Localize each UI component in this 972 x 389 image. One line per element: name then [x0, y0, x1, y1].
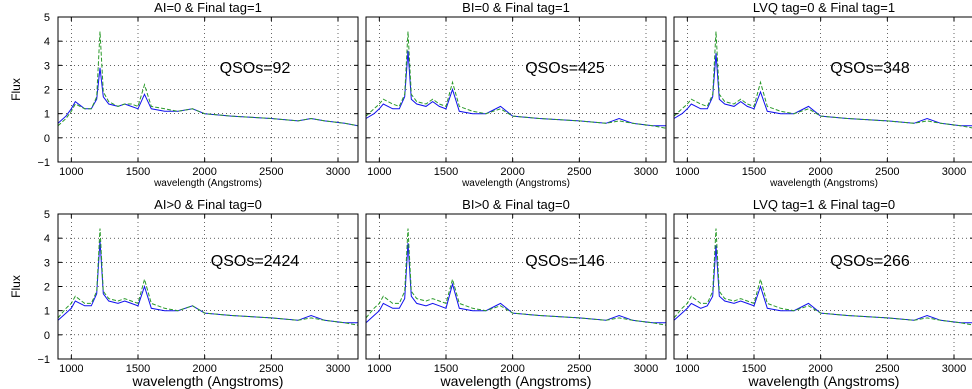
y-tick-label: 3 — [44, 60, 50, 72]
x-tick-label: 1500 — [742, 363, 766, 375]
y-tick-label: 2 — [44, 85, 50, 97]
x-tick-label: 3000 — [326, 166, 350, 178]
x-tick-label: 2000 — [192, 166, 216, 178]
panel-title: LVQ tag=1 & Final tag=0 — [753, 197, 895, 212]
x-axis-label: wavelength (Angstroms) — [748, 373, 900, 389]
y-tick-label: 5 — [44, 12, 50, 24]
series-line-dashed — [57, 228, 359, 326]
x-tick-label: 1000 — [59, 363, 83, 375]
panel-4: 1000 1500 2000 2500 3000 −1 0 1 2 3 4 5 AI>0 & Final… — [9, 197, 359, 389]
x-tick-label: 1000 — [367, 166, 391, 178]
y-tick-label: 2 — [44, 282, 50, 294]
x-tick-label: 3000 — [634, 166, 658, 178]
x-tick-label: 1500 — [126, 363, 150, 375]
x-tick-label: 2500 — [875, 363, 899, 375]
panel-3: 1000 1500 2000 2500 3000 LVQ tag=0 & Final ta… — [673, 0, 972, 189]
x-tick-label: 1000 — [367, 363, 391, 375]
y-tick-label: 3 — [44, 257, 50, 269]
y-tick-label: −1 — [37, 354, 50, 366]
series-line-dashed — [57, 31, 359, 127]
series-line-solid — [57, 67, 359, 127]
y-tick-label: 4 — [44, 233, 50, 245]
qso-count-annotation: QSOs=425 — [525, 60, 605, 77]
y-axis-label: Flux — [9, 275, 23, 298]
series-line-dashed — [673, 228, 972, 326]
y-axis-label: Flux — [9, 78, 23, 101]
x-tick-label: 2000 — [192, 363, 216, 375]
qso-count-annotation: QSOs=266 — [830, 253, 910, 270]
y-tick-label: 0 — [44, 133, 50, 145]
panel-title: AI=0 & Final tag=1 — [154, 0, 262, 15]
x-tick-label: 3000 — [326, 363, 350, 375]
x-tick-label: 3000 — [634, 363, 658, 375]
x-tick-label: 2500 — [567, 363, 591, 375]
x-tick-label: 2000 — [500, 166, 524, 178]
x-tick-label: 1500 — [126, 166, 150, 178]
series-line-dashed — [365, 228, 667, 326]
x-tick-label: 3000 — [942, 363, 966, 375]
panel-6: 1000 1500 2000 2500 3000 LVQ tag=1 & Final ta… — [673, 197, 972, 389]
x-axis-label: wavelength (Angstroms) — [440, 373, 592, 389]
x-tick-label: 1000 — [59, 166, 83, 178]
x-tick-label: 1000 — [675, 166, 699, 178]
x-axis-label: wavelength (Angstroms) — [461, 178, 570, 189]
panel-title: AI>0 & Final tag=0 — [154, 197, 262, 212]
qso-count-annotation: QSOs=2424 — [211, 253, 300, 270]
panel-1: 1000 1500 2000 2500 3000 −1 0 1 2 3 4 5 AI=0 & Final… — [9, 0, 359, 189]
x-tick-label: 2000 — [808, 166, 832, 178]
qso-count-annotation: QSOs=348 — [830, 60, 910, 77]
x-axis-label: wavelength (Angstroms) — [769, 178, 878, 189]
panel-2: 1000 1500 2000 2500 3000 BI=0 & Final tag=1 QS… — [365, 0, 667, 189]
x-tick-label: 2000 — [808, 363, 832, 375]
y-tick-label: 4 — [44, 36, 50, 48]
x-tick-label: 2500 — [259, 363, 283, 375]
x-axis-label: wavelength (Angstroms) — [132, 373, 284, 389]
x-tick-label: 1500 — [434, 363, 458, 375]
series-line-solid — [673, 245, 972, 324]
panel-title: LVQ tag=0 & Final tag=1 — [753, 0, 895, 15]
series-line-dashed — [365, 31, 667, 129]
qso-count-annotation: QSOs=92 — [220, 60, 291, 77]
x-tick-label: 2000 — [500, 363, 524, 375]
panel-title: BI=0 & Final tag=1 — [462, 0, 570, 15]
panel-title: BI>0 & Final tag=0 — [462, 197, 570, 212]
x-axis-label: wavelength (Angstroms) — [153, 178, 262, 189]
x-tick-label: 1500 — [742, 166, 766, 178]
x-tick-label: 2500 — [567, 166, 591, 178]
y-tick-label: 1 — [44, 306, 50, 318]
y-tick-label: 1 — [44, 109, 50, 121]
y-tick-label: 0 — [44, 330, 50, 342]
x-tick-label: 2500 — [875, 166, 899, 178]
qso-count-annotation: QSOs=146 — [525, 253, 605, 270]
series-line-dashed — [673, 31, 972, 129]
panel-5: 1000 1500 2000 2500 3000 BI>0 & Final tag=0 QS… — [365, 197, 667, 389]
y-tick-label: −1 — [37, 157, 50, 169]
x-tick-label: 1500 — [434, 166, 458, 178]
x-tick-label: 1000 — [675, 363, 699, 375]
x-tick-label: 2500 — [259, 166, 283, 178]
y-tick-label: 5 — [44, 209, 50, 221]
x-tick-label: 3000 — [942, 166, 966, 178]
